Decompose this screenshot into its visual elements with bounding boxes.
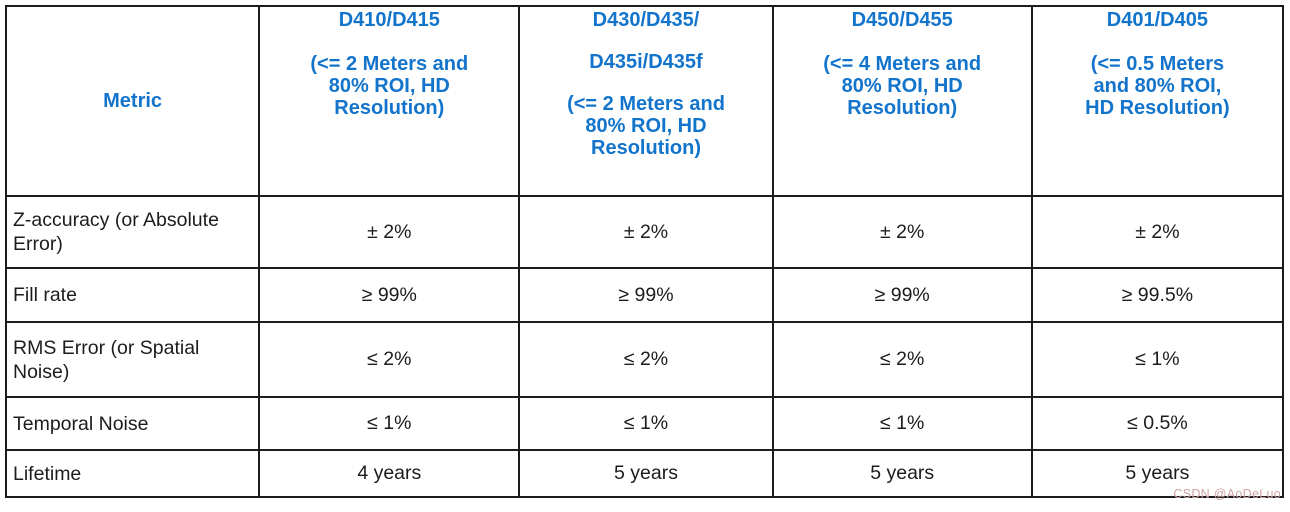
value-cell: ≤ 1% [1030, 321, 1285, 398]
column-header-title: D410/D415 [338, 9, 440, 31]
value-cell: ≥ 99% [518, 267, 774, 323]
column-header-title-line: D435i/D435f [589, 51, 703, 73]
column-header-subtitle-line: (<= 2 Meters and [310, 53, 469, 75]
value-cell: ± 2% [771, 195, 1033, 269]
value-cell: ≥ 99% [771, 267, 1033, 323]
column-header-subtitle-line: 80% ROI, HD [841, 75, 963, 97]
table-row-fill-rate: Fill rate ≥ 99% ≥ 99% ≥ 99% ≥ 99.5% [4, 267, 1285, 323]
table-row-lifetime: Lifetime 4 years 5 years 5 years 5 years [4, 449, 1285, 498]
value-cell: ≤ 1% [518, 396, 774, 451]
value-cell: ≥ 99.5% [1030, 267, 1285, 323]
value-cell: ≤ 2% [771, 321, 1033, 398]
value-cell: ≤ 2% [518, 321, 774, 398]
value-cell: 5 years [771, 449, 1033, 498]
column-header-d450-d455: D450/D455 (<= 4 Meters and 80% ROI, HD R… [771, 5, 1033, 197]
column-header-subtitle-line: HD Resolution) [1085, 97, 1230, 119]
metric-cell: Lifetime [4, 449, 261, 498]
column-header-title: D401/D405 [1106, 9, 1208, 31]
value-cell: ≤ 0.5% [1030, 396, 1285, 451]
column-header-subtitle-line: 80% ROI, HD [328, 75, 450, 97]
column-header-subtitle-line: Resolution) [847, 97, 958, 119]
value-cell: ≤ 1% [771, 396, 1033, 451]
metric-cell: RMS Error (or Spatial Noise) [4, 321, 261, 398]
csdn-watermark: CSDN @AoDeLuo [1173, 487, 1281, 501]
value-cell: ± 2% [258, 195, 521, 269]
column-header-title: D450/D455 [851, 9, 953, 31]
value-cell: 5 years [1030, 449, 1285, 498]
metric-cell: Z-accuracy (or Absolute Error) [4, 195, 261, 269]
value-cell: ± 2% [1030, 195, 1285, 269]
column-header-d410-d415: D410/D415 (<= 2 Meters and 80% ROI, HD R… [258, 5, 521, 197]
value-cell: ≥ 99% [258, 267, 521, 323]
metric-cell: Temporal Noise [4, 396, 261, 451]
column-header-subtitle-line: (<= 0.5 Meters [1090, 53, 1225, 75]
column-header-subtitle-line: 80% ROI, HD [585, 115, 707, 137]
column-header-d430-d435: D430/D435/ D435i/D435f (<= 2 Meters and … [518, 5, 774, 197]
column-header-subtitle-line: (<= 2 Meters and [567, 93, 725, 115]
column-header-subtitle-line: Resolution) [334, 97, 445, 119]
value-cell: ≤ 2% [258, 321, 521, 398]
value-cell: 4 years [258, 449, 521, 498]
column-header-subtitle-line: and 80% ROI, [1093, 75, 1222, 97]
column-header-metric: Metric [4, 5, 261, 197]
column-header-d401-d405: D401/D405 (<= 0.5 Meters and 80% ROI, HD… [1030, 5, 1285, 197]
value-cell: ± 2% [518, 195, 774, 269]
header-row: Metric D410/D415 (<= 2 Meters and 80% RO… [4, 5, 1285, 197]
table-row-temporal-noise: Temporal Noise ≤ 1% ≤ 1% ≤ 1% ≤ 0.5% [4, 396, 1285, 451]
value-cell: ≤ 1% [258, 396, 521, 451]
metric-cell: Fill rate [4, 267, 261, 323]
table-row-rms-error: RMS Error (or Spatial Noise) ≤ 2% ≤ 2% ≤… [4, 321, 1285, 398]
column-header-subtitle-line: (<= 4 Meters and [823, 53, 982, 75]
table-row-z-accuracy: Z-accuracy (or Absolute Error) ± 2% ± 2%… [4, 195, 1285, 269]
column-header-subtitle-line: Resolution) [591, 137, 701, 159]
column-header-title-line: D430/D435/ [592, 9, 700, 31]
column-header-title: Metric [103, 89, 163, 112]
metrics-comparison-table: Metric D410/D415 (<= 2 Meters and 80% RO… [4, 5, 1285, 498]
value-cell: 5 years [518, 449, 774, 498]
